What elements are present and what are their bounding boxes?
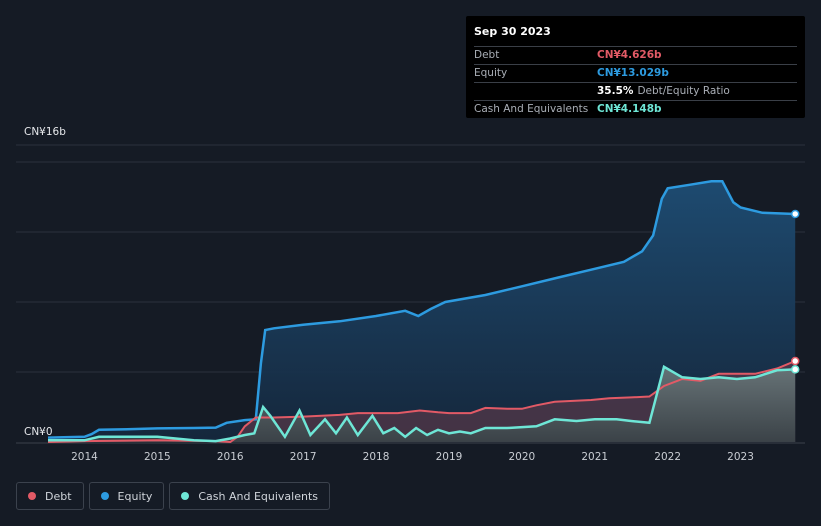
debt-dot-icon [28, 492, 36, 500]
debt-line [47, 360, 796, 444]
end-markers [790, 209, 800, 374]
debt-equity-chart: CN¥16b CN¥0 2014 2015 2016 2017 2018 2019 2020… [16, 126, 805, 463]
tooltip-date: Sep 30 2023 [474, 24, 797, 47]
x-tick-label: 2022 [654, 451, 681, 463]
equity-area [48, 181, 796, 443]
x-tick-label: 2017 [290, 451, 317, 463]
y-tick-zero-label: CN¥0 [24, 426, 53, 438]
x-tick-label: 2023 [727, 451, 754, 463]
legend-item-debt[interactable]: Debt [16, 482, 84, 510]
legend-debt-label: Debt [45, 489, 72, 503]
x-tick-label: 2014 [71, 451, 98, 463]
tooltip-ratio-value: 35.5% [597, 85, 634, 97]
x-tick-label: 2018 [363, 451, 390, 463]
cash-line [48, 364, 796, 443]
tooltip-row-ratio: 35.5% Debt/Equity Ratio [474, 83, 797, 101]
equity-line [47, 180, 796, 439]
grid-lines [16, 144, 805, 444]
x-tick-label: 2020 [508, 451, 535, 463]
x-tick-label: 2016 [217, 451, 244, 463]
end-marker-cash-and-equivalents [790, 365, 800, 374]
data-tooltip: Sep 30 2023 Debt CN¥4.626b Equity CN¥13.… [466, 16, 805, 118]
cash-dot-icon [181, 492, 190, 500]
legend-item-cash[interactable]: Cash And Equivalents [169, 482, 330, 510]
x-axis-ticks: 2014 2015 2016 2017 2018 2019 2020 2021 2022 2023 [71, 451, 754, 463]
end-marker-debt [790, 356, 800, 366]
x-tick-label: 2019 [436, 451, 463, 463]
legend-cash-label: Cash And Equivalents [198, 489, 318, 503]
end-marker-equity [790, 209, 800, 219]
tooltip-equity-label: Equity [474, 67, 508, 79]
tooltip-debt-value: CN¥4.626b [597, 49, 662, 61]
tooltip-row-cash: Cash And Equivalents CN¥4.148b [474, 101, 797, 118]
tooltip-ratio-label: Debt/Equity Ratio [637, 85, 730, 97]
legend-equity-label: Equity [117, 489, 153, 503]
cash-area [48, 366, 796, 442]
x-tick-label: 2015 [144, 451, 171, 463]
chart-legend: Debt Equity Cash And Equivalents [16, 482, 330, 510]
equity-dot-icon [100, 492, 109, 500]
y-tick-top-label: CN¥16b [24, 126, 66, 138]
tooltip-row-equity: Equity CN¥13.029b [474, 65, 797, 83]
tooltip-cash-value: CN¥4.148b [597, 103, 662, 115]
tooltip-debt-label: Debt [474, 49, 500, 61]
tooltip-equity-value: CN¥13.029b [597, 67, 669, 79]
legend-item-equity[interactable]: Equity [88, 482, 165, 510]
x-tick-label: 2021 [581, 451, 608, 463]
tooltip-row-debt: Debt CN¥4.626b [474, 47, 797, 65]
tooltip-cash-label: Cash And Equivalents [474, 103, 589, 115]
